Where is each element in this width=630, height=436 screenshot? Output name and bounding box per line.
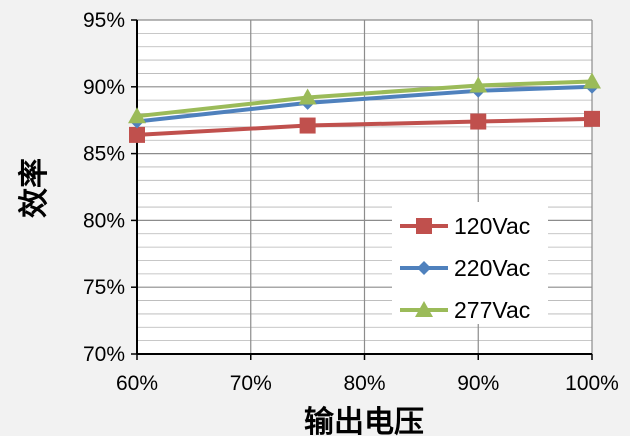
x-tick-label: 100% — [565, 372, 619, 395]
data-point-277Vac — [298, 88, 317, 105]
x-tick-label: 80% — [343, 372, 385, 395]
series-line-120Vac — [136, 116, 593, 137]
legend-marker-277Vac — [415, 301, 433, 317]
y-tick-label: 70% — [83, 343, 125, 366]
y-tick-label: 85% — [83, 143, 125, 166]
x-tick-label: 70% — [230, 372, 272, 395]
y-tick-label: 90% — [83, 76, 125, 99]
series-line-277Vac — [136, 79, 593, 119]
series-line-220Vac — [136, 84, 593, 124]
x-tick-label: 90% — [457, 372, 499, 395]
data-point-120Vac — [584, 110, 600, 127]
y-tick-label: 80% — [83, 209, 125, 232]
y-tick-label: 95% — [83, 9, 125, 32]
data-point-120Vac — [299, 117, 316, 134]
legend-label: 277Vac — [454, 297, 530, 323]
y-tick-label: 75% — [83, 276, 125, 299]
y-axis-title: 效率 — [17, 158, 52, 218]
legend-marker-120Vac — [416, 218, 432, 234]
data-point-277Vac — [128, 107, 146, 124]
data-point-277Vac — [583, 72, 601, 89]
legend-marker-220Vac — [417, 261, 431, 275]
data-point-120Vac — [129, 126, 145, 143]
legend-label: 220Vac — [454, 255, 530, 281]
x-axis-title: 输出电压 — [304, 405, 424, 436]
legend-label: 120Vac — [454, 213, 530, 239]
data-point-120Vac — [470, 113, 487, 130]
data-point-277Vac — [469, 76, 488, 93]
x-tick-label: 60% — [116, 372, 158, 395]
